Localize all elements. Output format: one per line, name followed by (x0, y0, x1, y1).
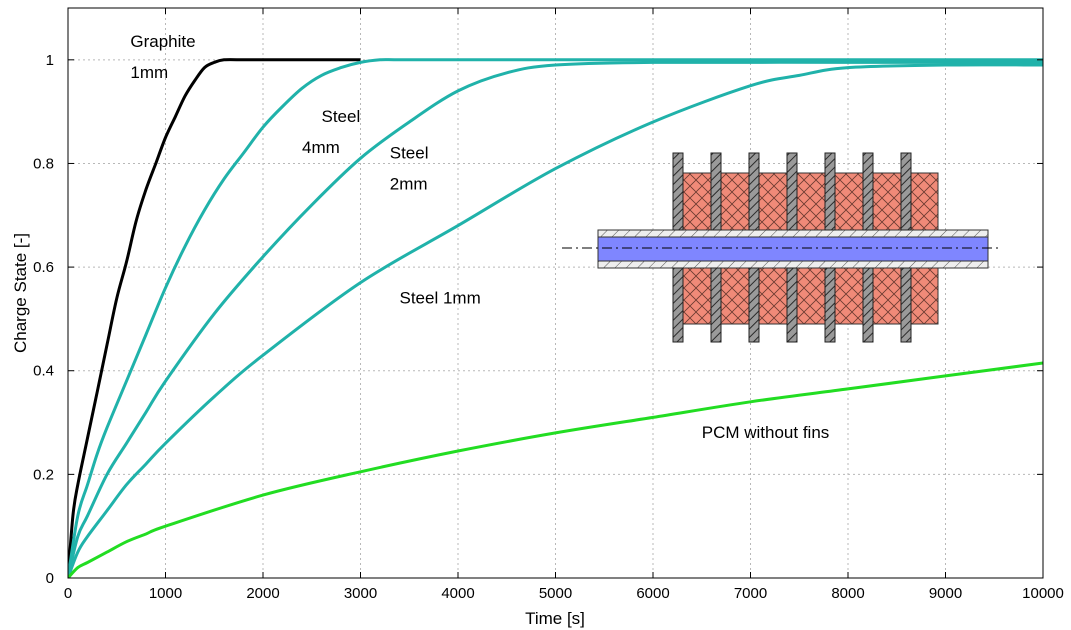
x-tick-label: 0 (64, 585, 72, 602)
x-tick-label: 10000 (1022, 585, 1064, 602)
fin-bottom (862, 267, 874, 343)
series-line-3 (68, 60, 1043, 578)
tube-fluid (597, 236, 989, 262)
y-tick-label: 0 (46, 570, 54, 587)
series-line-1 (68, 58, 361, 578)
fin-bottom (786, 267, 798, 343)
x-tick-label: 7000 (734, 585, 767, 602)
pcm-block-top (682, 172, 939, 231)
x-tick-label: 4000 (441, 585, 474, 602)
x-tick-label: 8000 (831, 585, 864, 602)
axis-ticks: 0 1000 2000 3000 4000 5000 6000 7000 8000 9000 100… (33, 8, 1064, 602)
fins (672, 152, 912, 343)
annotation-label: 1mm (130, 63, 168, 82)
x-tick-label: 5000 (539, 585, 572, 602)
series-line-5 (68, 361, 1043, 578)
annotation-label: Steel (390, 143, 429, 162)
pcm-block-bottom (682, 267, 939, 325)
fin-bottom (824, 267, 836, 343)
fin-top (710, 152, 722, 231)
x-tick-label: 6000 (636, 585, 669, 602)
annotation-label: 2mm (390, 174, 428, 193)
x-axis-title: Time [s] (525, 609, 585, 628)
fin-bottom (748, 267, 760, 343)
fin-bottom (710, 267, 722, 343)
y-tick-label: 0.2 (33, 466, 54, 483)
annotation-label: PCM without fins (702, 423, 830, 442)
fin-top (786, 152, 798, 231)
x-tick-label: 9000 (929, 585, 962, 602)
fin-top (672, 152, 684, 231)
annotation-label: 4mm (302, 138, 340, 157)
annotation-label: Steel (322, 107, 361, 126)
y-tick-label: 0.6 (33, 259, 54, 276)
series-layer (68, 58, 1043, 578)
fin-top (862, 152, 874, 231)
annotation-label: Graphite (130, 32, 195, 51)
annotation-label: Steel 1mm (400, 288, 481, 307)
x-tick-label: 2000 (246, 585, 279, 602)
y-tick-label: 0.4 (33, 363, 54, 380)
fin-top (748, 152, 760, 231)
series-line-4 (68, 63, 1043, 578)
grid-lines (68, 8, 1043, 578)
fin-bottom (672, 267, 684, 343)
y-tick-label: 1 (46, 52, 54, 69)
finned-tube-schematic (562, 152, 1002, 343)
x-tick-label: 3000 (344, 585, 377, 602)
x-tick-label: 1000 (149, 585, 182, 602)
y-axis-title: Charge State [-] (11, 233, 30, 353)
fin-bottom (900, 267, 912, 343)
fin-top (824, 152, 836, 231)
fin-top (900, 152, 912, 231)
y-tick-label: 0.8 (33, 155, 54, 172)
series-line-2 (68, 58, 1043, 578)
curve-annotations: Graphite 1mm Steel 4mm Steel 2mm Steel 1mm PCM … (130, 32, 829, 442)
